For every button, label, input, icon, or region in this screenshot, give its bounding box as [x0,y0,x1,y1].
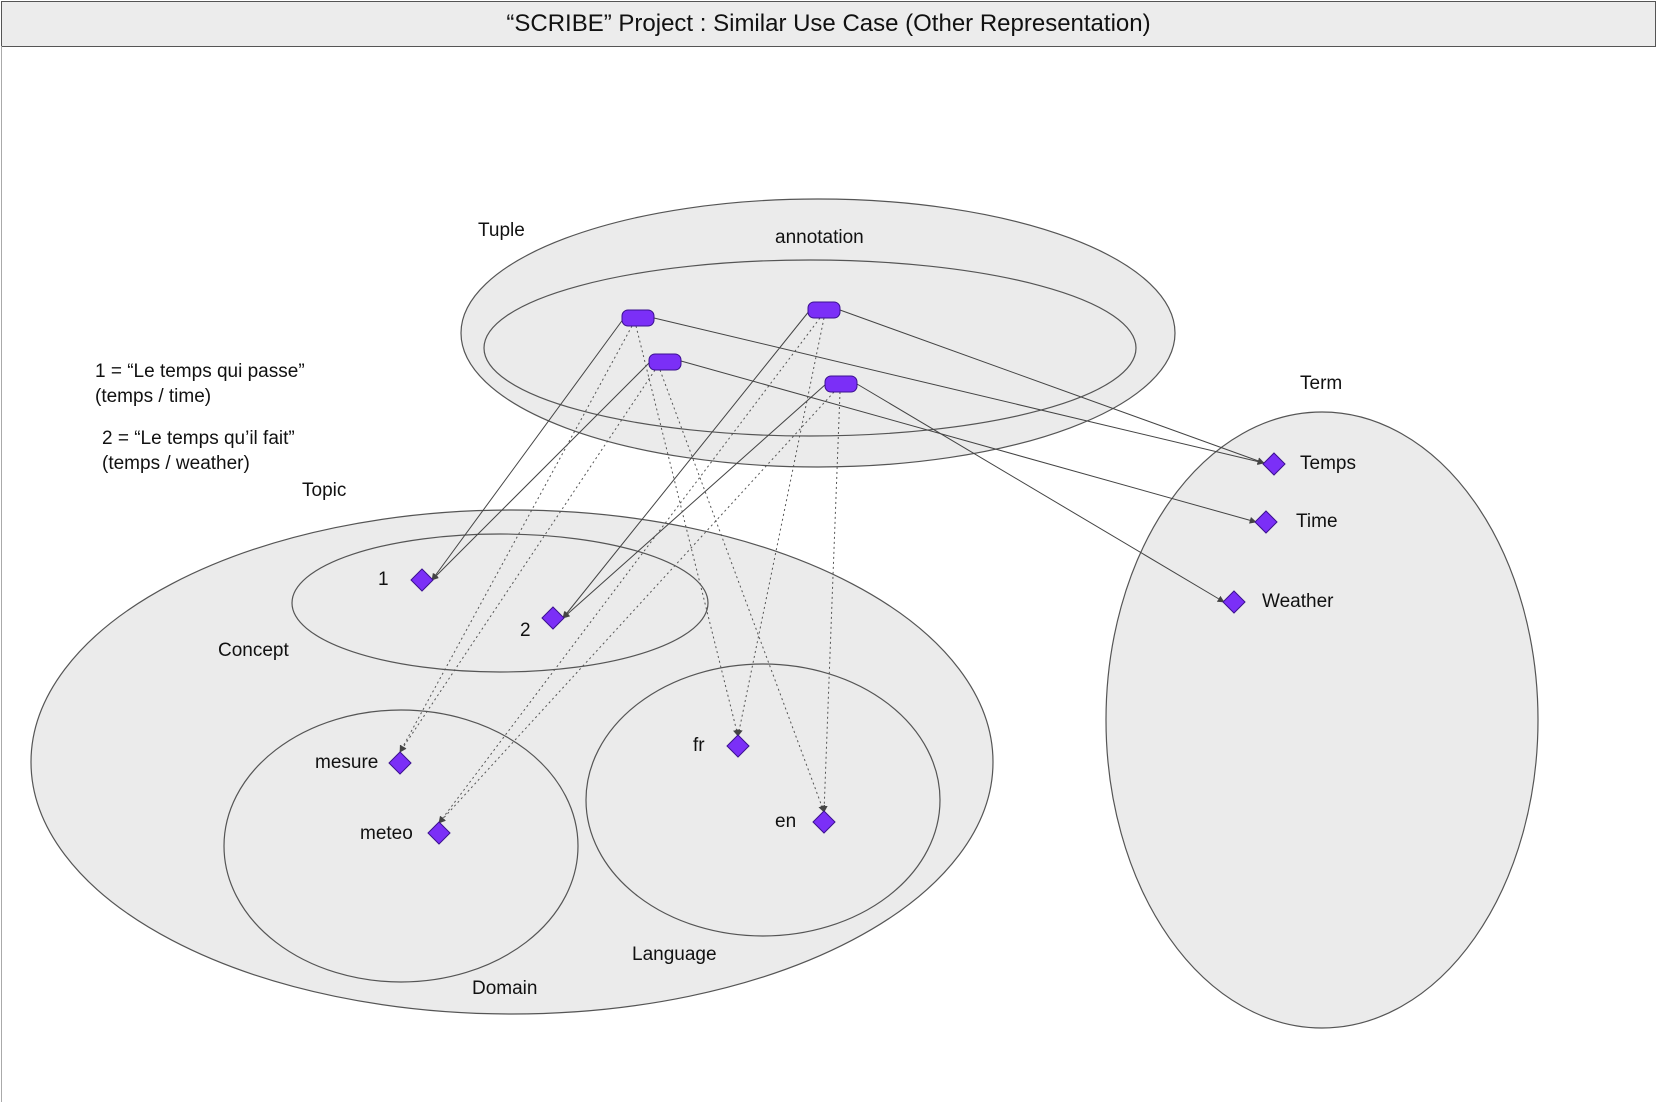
note-2: 2 = “Le temps qu’il fait” (temps / weath… [102,426,295,476]
note-2-line-1: 2 = “Le temps qu’il fait” [102,428,295,449]
term-label: Term [1300,373,1342,394]
link-a3-time [680,360,1257,524]
annotation-node-2 [807,301,841,319]
domain-set [223,709,579,983]
annotation-node-3 [648,353,682,371]
link-a1-c1 [431,317,625,581]
term-set [1105,411,1539,1029]
time-label: Time [1296,511,1338,532]
concept-label: Concept [218,640,289,661]
meteo-label: meteo [360,823,413,844]
topic-set [291,533,709,673]
link-a2-temps [839,309,1265,465]
language-set [585,663,941,937]
weather-label: Weather [1262,591,1334,612]
link-a3-en [659,369,826,813]
frame-border [1,46,2,1102]
link-a2-c2 [562,309,811,619]
annotation-node-1 [621,309,655,327]
diagram-title: “SCRIBE” Project : Similar Use Case (Oth… [1,1,1656,47]
annotation-node-4 [824,375,858,393]
link-a3-c1 [431,361,651,581]
topic-label: Topic [302,480,346,501]
weather-node [1222,590,1246,614]
link-a4-weather [856,383,1225,603]
fr-label: fr [693,735,705,756]
tuple-label: Tuple [478,220,525,241]
link-a2-meteo [438,317,821,824]
link-a3-mesure [399,369,656,753]
link-a1-temps [653,317,1265,465]
note-1-line-2: (temps / time) [95,386,212,407]
time-node [1254,510,1278,534]
note-2-line-2: (temps / weather) [102,453,250,474]
fr-node [726,734,750,758]
link-a4-en [820,391,841,813]
concept-1-label: 1 [378,569,389,590]
link-a1-mesure [399,325,633,753]
concept-2-node [541,606,565,630]
meteo-node [427,821,451,845]
link-a1-fr [635,325,740,737]
language-label: Language [632,944,717,965]
note-1-line-1: 1 = “Le temps qui passe” [95,361,305,382]
link-a4-c2 [562,383,827,619]
note-1: 1 = “Le temps qui passe” (temps / time) [95,359,305,409]
mesure-node [388,751,412,775]
dotted-links [399,317,841,824]
concept-2-label: 2 [520,620,531,641]
solid-links [431,309,1265,619]
link-a2-fr [735,317,825,737]
en-label: en [775,811,796,832]
temps-node [1262,452,1286,476]
temps-label: Temps [1300,453,1356,474]
annotation-nodes [621,301,858,393]
annotation-set [483,259,1137,437]
en-node [812,810,836,834]
domain-label: Domain [472,978,537,999]
annotation-label: annotation [775,227,864,248]
diamond-nodes [388,452,1286,845]
mesure-label: mesure [315,752,378,773]
concept-1-node [410,568,434,592]
